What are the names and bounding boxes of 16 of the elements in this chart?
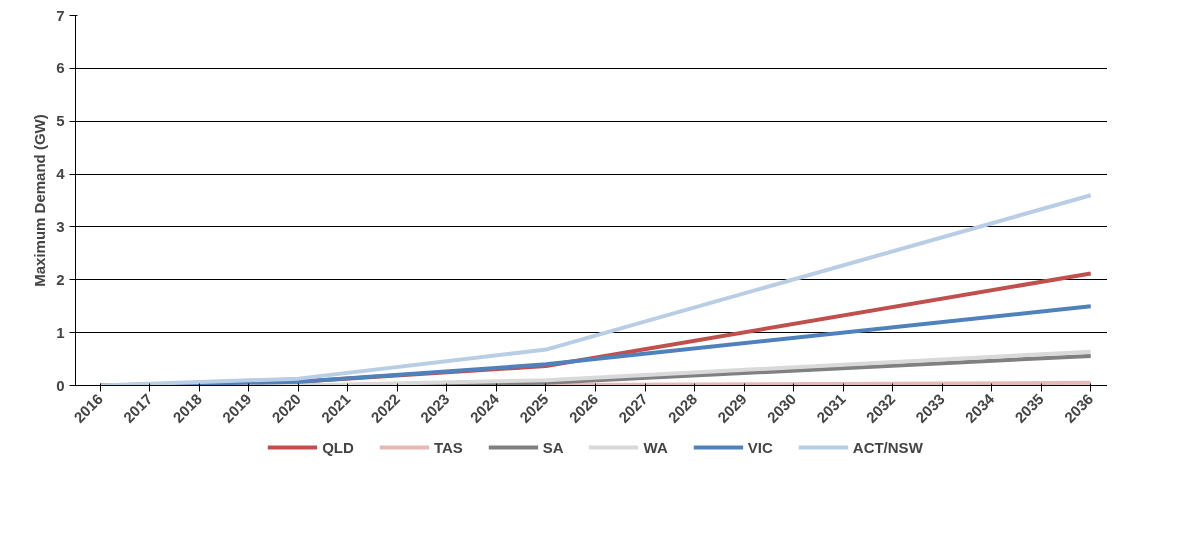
y-tick-label: 3 <box>56 217 65 235</box>
line-series <box>98 193 1093 386</box>
y-tick-label: 7 <box>56 6 65 24</box>
y-tick-label: 1 <box>56 323 65 341</box>
legend-label: TAS <box>433 438 463 456</box>
y-tick-label: 2 <box>56 270 65 288</box>
legend-label: ACT/NSW <box>852 438 923 456</box>
legend-label: QLD <box>322 438 354 456</box>
y-tick-label: 5 <box>56 112 65 130</box>
legend-label: VIC <box>747 438 773 456</box>
legend-label: WA <box>643 438 668 456</box>
y-tick-label: 0 <box>56 376 65 394</box>
y-tick-label: 6 <box>56 59 65 77</box>
legend-label: SA <box>542 438 564 456</box>
y-tick-label: 4 <box>56 165 66 183</box>
y-axis-title: Maximum Demand (GW) <box>31 114 49 287</box>
